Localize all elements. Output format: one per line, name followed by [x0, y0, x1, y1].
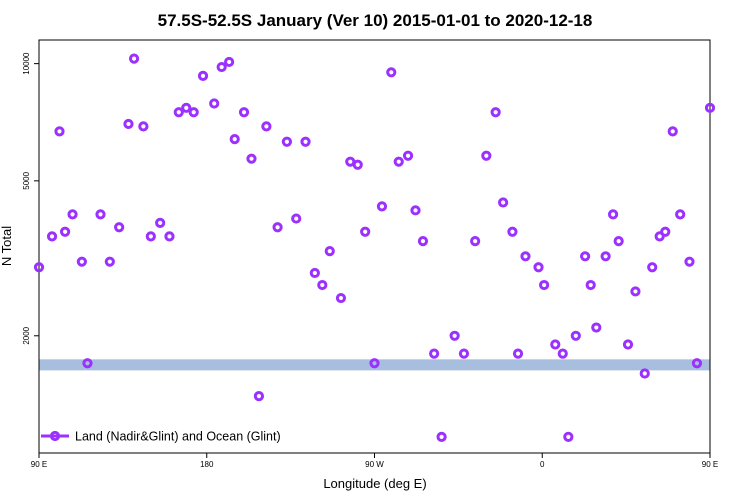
data-point	[76, 256, 87, 267]
data-point	[570, 330, 581, 341]
data-point	[209, 98, 220, 109]
data-point	[164, 231, 175, 242]
data-point	[490, 107, 501, 118]
data-point	[300, 136, 311, 147]
data-point	[533, 262, 544, 273]
data-point	[630, 286, 641, 297]
y-tick-label: 5000	[22, 171, 31, 189]
data-point	[647, 262, 658, 273]
data-point	[281, 136, 292, 147]
data-point	[580, 251, 591, 262]
data-point	[238, 107, 250, 118]
data-point	[704, 102, 716, 113]
data-point	[291, 213, 302, 224]
x-tick-label: 90 E	[702, 460, 718, 469]
x-tick-label: 0	[540, 460, 545, 469]
data-point	[360, 226, 371, 237]
data-point	[155, 217, 166, 228]
data-point	[386, 67, 397, 78]
data-point	[352, 159, 363, 170]
x-tick-label: 90 W	[365, 460, 384, 469]
data-point	[470, 236, 481, 247]
data-point	[600, 251, 611, 262]
data-point	[33, 262, 45, 273]
data-point	[512, 348, 524, 359]
legend-marker	[49, 430, 61, 442]
x-tick-label: 180	[200, 460, 214, 469]
data-point	[667, 126, 678, 137]
data-point	[229, 134, 240, 145]
reference-band	[39, 359, 710, 371]
legend-label: Land (Nadir&Glint) and Ocean (Glint)	[75, 430, 281, 444]
data-point	[498, 197, 509, 208]
data-point	[458, 348, 470, 359]
x-tick-label: 90 E	[31, 460, 47, 469]
data-point	[660, 226, 671, 237]
data-point	[324, 246, 335, 257]
data-point	[449, 330, 460, 341]
data-point	[54, 126, 65, 137]
data-point	[335, 292, 347, 304]
reference-band-layer	[39, 359, 710, 371]
data-point	[82, 358, 93, 369]
plot-frame	[38, 39, 711, 454]
data-point	[607, 209, 619, 220]
data-point	[128, 53, 140, 64]
data-point	[591, 322, 602, 333]
data-point	[59, 226, 71, 237]
chart-title: 57.5S-52.5S January (Ver 10) 2015-01-01 …	[158, 11, 593, 30]
data-point	[145, 231, 156, 242]
data-point	[138, 121, 149, 132]
y-axis-label: N Total	[0, 226, 14, 266]
data-point	[613, 236, 624, 247]
data-point	[429, 348, 440, 359]
data-point	[402, 150, 414, 161]
y-tick-label: 10000	[22, 52, 31, 75]
data-point	[520, 251, 531, 262]
data-point	[309, 267, 320, 279]
data-point	[557, 348, 568, 359]
x-axis: 90 E 180 90 W 0 90 E	[31, 453, 718, 469]
data-point	[46, 231, 58, 242]
data-point	[675, 209, 686, 220]
data-point	[691, 358, 703, 369]
data-point	[188, 107, 199, 118]
data-point	[481, 150, 492, 161]
data-point	[261, 121, 272, 132]
data-point	[563, 431, 574, 442]
y-tick-label: 2000	[22, 326, 31, 344]
data-point	[436, 431, 447, 442]
data-point	[393, 156, 404, 167]
data-point	[197, 70, 209, 82]
data-point	[539, 279, 550, 291]
x-axis-label: Longitude (deg E)	[323, 476, 426, 491]
data-point	[216, 61, 227, 73]
data-point	[114, 222, 125, 233]
data-point	[67, 209, 78, 220]
data-point	[639, 368, 650, 379]
data-point	[272, 222, 283, 233]
data-point	[507, 226, 518, 237]
data-point	[95, 209, 106, 220]
y-axis: 2000 5000 10000	[22, 52, 39, 345]
data-point	[550, 339, 561, 350]
data-point	[376, 201, 388, 212]
data-point	[123, 118, 134, 130]
data-point	[585, 279, 596, 291]
data-point	[224, 56, 235, 68]
data-point	[622, 339, 634, 350]
data-point	[181, 102, 192, 113]
data-point	[317, 279, 328, 291]
data-point	[369, 358, 380, 369]
data-point	[417, 236, 429, 247]
data-point	[410, 205, 421, 216]
data-point	[104, 256, 115, 267]
data-point	[253, 391, 265, 402]
data-point	[246, 153, 257, 164]
data-point	[684, 256, 695, 267]
data-points	[33, 53, 716, 442]
data-point	[173, 107, 184, 118]
legend: Land (Nadir&Glint) and Ocean (Glint)	[41, 430, 281, 444]
